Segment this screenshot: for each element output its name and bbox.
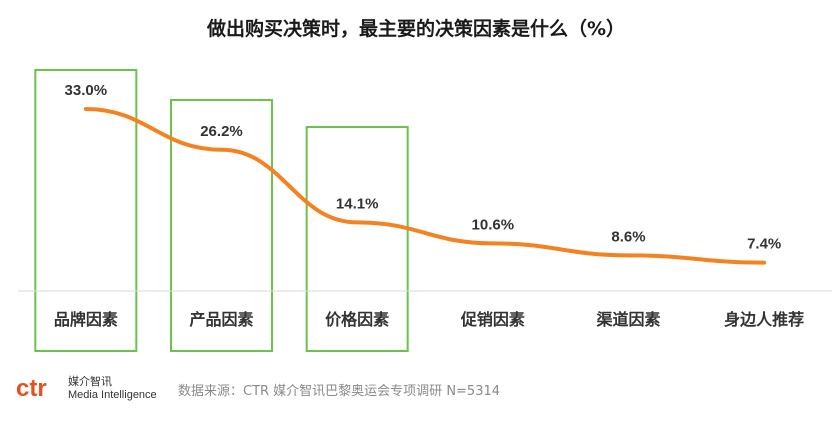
data-label: 8.6%: [611, 228, 645, 245]
category-label: 品牌因素: [54, 310, 118, 329]
highlight-box: [305, 126, 409, 352]
highlight-box: [170, 99, 273, 352]
category-labels: 品牌因素 产品因素 价格因素 促销因素 渠道因素 身边人推荐: [54, 310, 804, 329]
category-label: 身边人推荐: [724, 310, 804, 329]
category-label: 渠道因素: [596, 310, 660, 329]
data-label: 33.0%: [65, 82, 108, 99]
data-label: 7.4%: [747, 236, 781, 253]
data-labels: 33.0% 26.2% 14.1% 10.6% 8.6% 7.4%: [65, 82, 782, 253]
logo-english-name: Media Intelligence: [68, 389, 157, 401]
category-label: 产品因素: [189, 310, 253, 329]
ctr-logo-icon: ctr: [16, 375, 47, 402]
data-label: 10.6%: [472, 216, 515, 233]
category-label: 价格因素: [325, 310, 389, 329]
series-line: [83, 107, 767, 265]
line-chart: 33.0% 26.2% 14.1% 10.6% 8.6% 7.4% 品牌因素 产品因素 价格因…: [18, 69, 832, 352]
category-label: 促销因素: [460, 310, 525, 329]
logo-chinese-name: 媒介智讯: [68, 375, 112, 388]
footer: ctr 媒介智讯 Media Intelligence 数据来源：CTR 媒介智…: [14, 368, 814, 408]
chart-title: 做出购买决策时，最主要的决策因素是什么（%）: [206, 18, 626, 40]
data-label: 26.2%: [200, 123, 243, 140]
svg-text:ctr: ctr: [16, 375, 47, 402]
highlight-boxes: [34, 69, 409, 352]
data-label: 14.1%: [336, 195, 379, 212]
data-source-note: 数据来源：CTR 媒介智讯巴黎奥运会专项调研 N=5314: [178, 384, 501, 399]
highlight-box: [34, 69, 138, 352]
